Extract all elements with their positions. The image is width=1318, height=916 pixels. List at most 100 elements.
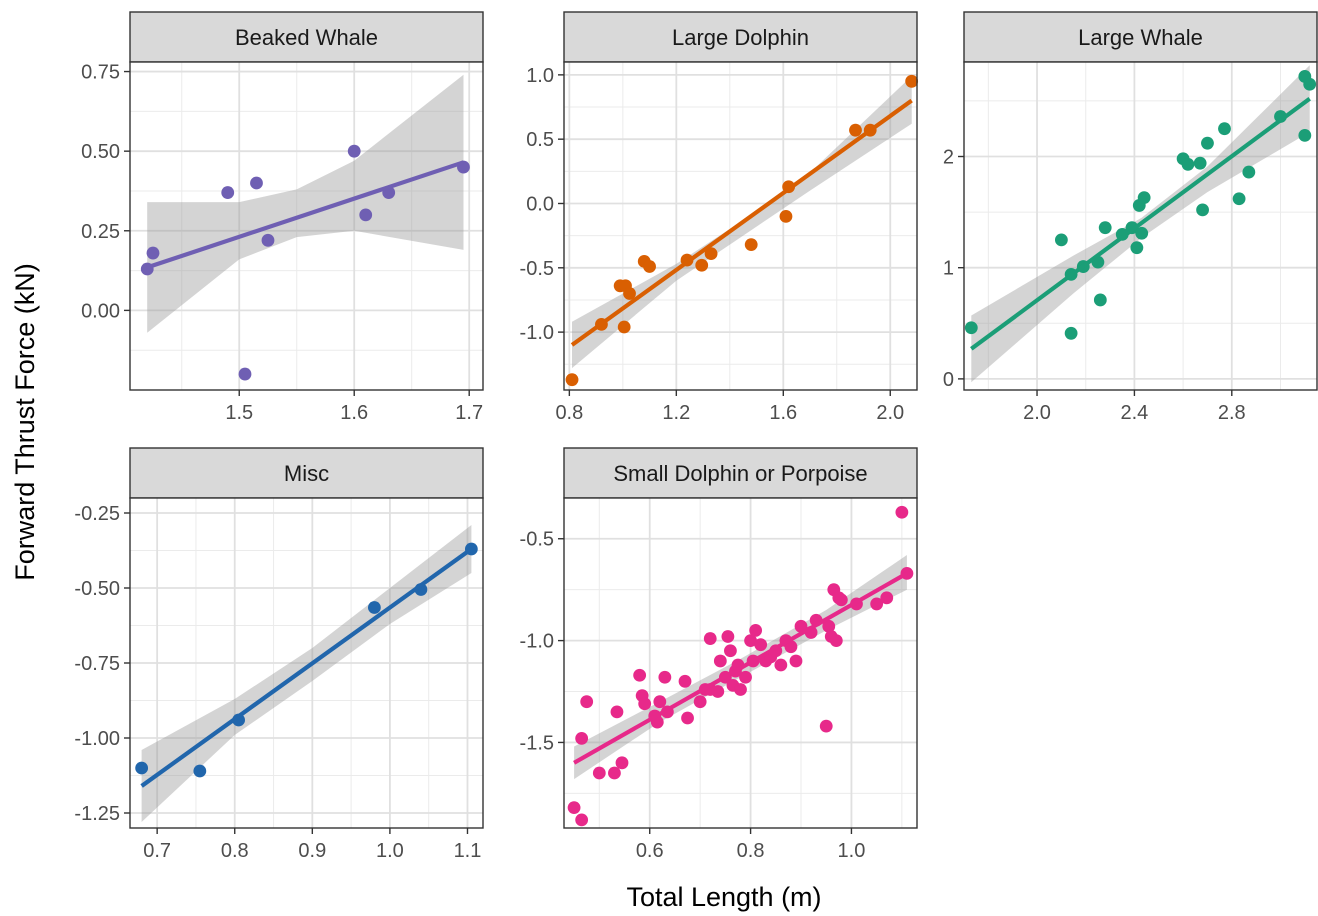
data-point xyxy=(1064,326,1078,340)
facet-strip-label: Misc xyxy=(284,461,329,486)
y-tick-label: -0.50 xyxy=(74,578,120,600)
data-point xyxy=(615,756,629,770)
facet-strip xyxy=(963,11,1318,63)
data-point xyxy=(1196,203,1209,217)
data-point xyxy=(822,619,836,633)
data-point xyxy=(681,711,694,725)
data-point xyxy=(347,144,361,158)
data-point xyxy=(250,176,263,190)
y-tick-label: 0.75 xyxy=(81,62,120,84)
data-point xyxy=(678,674,692,688)
facet-strip xyxy=(563,447,918,499)
facet-strip-label: Small Dolphin or Porpoise xyxy=(613,461,867,486)
data-point xyxy=(880,591,894,605)
x-tick-label: 1.0 xyxy=(838,840,866,862)
data-point xyxy=(789,654,803,668)
data-point xyxy=(610,705,624,719)
data-point xyxy=(774,658,788,672)
data-point xyxy=(633,668,647,682)
facet-panel: Large Dolphin 0.8 1.2 1.6 2.0 -1.0 -0.5 0.0 0.5 1… xyxy=(520,11,919,424)
y-tick-label: -0.5 xyxy=(520,258,554,280)
y-tick-label: -0.75 xyxy=(74,653,120,675)
x-tick-label: 1.2 xyxy=(662,402,690,424)
data-point xyxy=(693,695,707,709)
data-point xyxy=(724,644,737,658)
x-tick-label: 1.1 xyxy=(454,840,482,862)
data-point xyxy=(739,670,752,684)
x-tick-label: 0.6 xyxy=(636,840,664,862)
data-point xyxy=(658,670,672,684)
data-point xyxy=(721,630,735,643)
y-tick-label: -1.00 xyxy=(74,728,120,750)
data-point xyxy=(193,764,207,778)
confidence-band xyxy=(147,74,464,333)
data-point xyxy=(744,238,758,252)
data-point xyxy=(1135,226,1149,240)
data-point xyxy=(849,123,862,137)
data-point xyxy=(870,597,884,611)
data-point xyxy=(704,247,718,261)
data-point xyxy=(617,320,631,334)
y-tick-label: 1 xyxy=(943,258,954,280)
y-tick-label: -1.25 xyxy=(74,803,120,825)
data-point xyxy=(754,638,768,652)
data-point xyxy=(146,246,160,260)
data-point xyxy=(829,634,843,647)
y-tick-label: 1.0 xyxy=(526,65,554,87)
facet-panel: Misc 0.7 0.8 0.9 1.0 1.1 -1.25 -1.00 -0.75 -0.50 -… xyxy=(74,447,484,862)
panel-border xyxy=(563,61,918,391)
x-tick-label: 2.8 xyxy=(1218,402,1246,424)
data-point xyxy=(1193,156,1207,170)
data-point xyxy=(608,766,621,780)
data-point xyxy=(221,186,235,199)
data-point xyxy=(1130,241,1144,255)
x-tick-label: 1.6 xyxy=(769,402,797,424)
data-point xyxy=(1232,192,1246,206)
data-point xyxy=(695,258,709,272)
data-point xyxy=(575,731,589,745)
fit-line xyxy=(573,571,908,765)
data-point xyxy=(1298,128,1312,142)
x-axis-title: Total Length (m) xyxy=(626,882,821,912)
y-axis-title: Forward Thrust Force (kN) xyxy=(10,263,40,581)
confidence-band xyxy=(141,525,472,822)
fit-line xyxy=(570,98,913,347)
facet-strip-label: Large Whale xyxy=(1078,25,1203,50)
fit-line xyxy=(140,547,473,788)
data-point xyxy=(1218,122,1231,136)
data-point xyxy=(895,505,909,519)
y-tick-label: 0.0 xyxy=(526,193,554,215)
data-point xyxy=(1303,77,1317,91)
data-point xyxy=(1181,157,1195,171)
x-tick-label: 2.4 xyxy=(1121,402,1149,424)
data-point xyxy=(575,813,589,827)
x-tick-label: 0.9 xyxy=(298,840,326,862)
data-point xyxy=(964,321,978,335)
y-tick-label: 0.50 xyxy=(81,141,120,163)
data-point xyxy=(713,654,727,668)
fit-line xyxy=(146,160,465,270)
facet-panel: Large Whale 2.0 2.4 2.8 0 1 2 xyxy=(943,11,1318,424)
fit-line xyxy=(970,97,1311,351)
facet-strip-label: Beaked Whale xyxy=(235,25,378,50)
data-point xyxy=(749,624,763,637)
data-point xyxy=(359,208,373,222)
x-tick-label: 0.8 xyxy=(555,402,583,424)
data-point xyxy=(1093,293,1107,307)
y-tick-label: -0.25 xyxy=(74,503,120,525)
data-point xyxy=(1137,191,1151,205)
facet-strip-label: Large Dolphin xyxy=(672,25,809,50)
data-point xyxy=(819,719,833,733)
x-tick-label: 2.0 xyxy=(876,402,904,424)
data-point xyxy=(779,209,793,223)
panel-border xyxy=(563,497,918,829)
data-point xyxy=(653,695,667,709)
data-point xyxy=(238,367,252,381)
data-point xyxy=(1098,221,1112,235)
x-tick-label: 1.0 xyxy=(376,840,404,862)
data-point xyxy=(367,601,381,614)
data-point xyxy=(834,593,848,607)
x-tick-label: 1.7 xyxy=(455,402,483,424)
